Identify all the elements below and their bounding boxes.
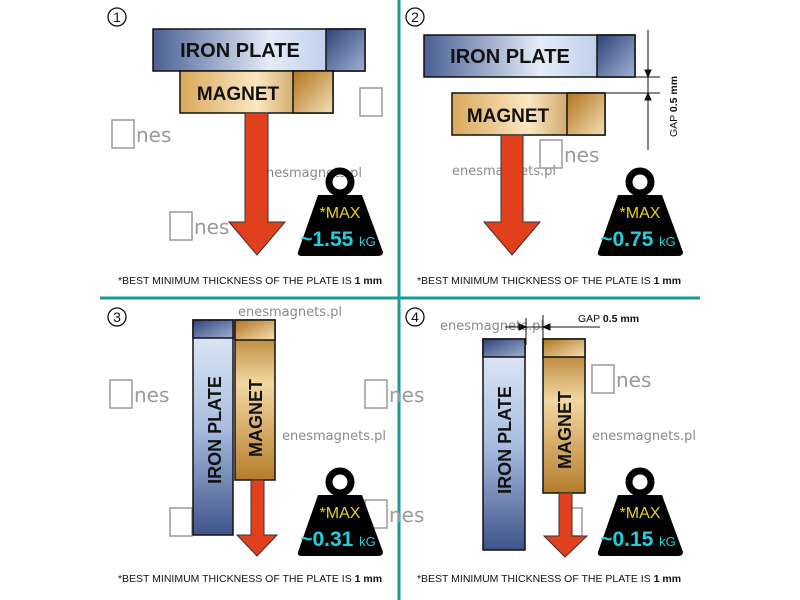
footnote: *BEST MINIMUM THICKNESS OF THE PLATE IS … xyxy=(118,573,382,585)
pull-force-value: ~0.31 kG xyxy=(300,528,376,551)
panel-1: 1 IRON PLATE MAGNET *MAX ~1.55 kG *BEST … xyxy=(107,7,383,287)
weight-icon xyxy=(597,167,683,256)
force-arrow xyxy=(482,134,542,256)
watermark-logo: nes xyxy=(389,503,424,527)
iron-plate: IRON PLATE xyxy=(482,338,526,551)
watermark-site: enesmagnets.pl xyxy=(440,319,544,334)
watermark-logo: nes xyxy=(136,123,171,147)
magnet: MAGNET xyxy=(179,70,334,114)
panel-number: 1 xyxy=(113,9,121,25)
watermark-logo: nes xyxy=(564,143,599,167)
footnote: *BEST MINIMUM THICKNESS OF THE PLATE IS … xyxy=(118,275,382,287)
magnet: MAGNET xyxy=(234,319,276,481)
watermark-logo: nes xyxy=(616,368,651,392)
pull-force-value: ~0.75 kG xyxy=(600,228,676,251)
watermarks: enesmagnets.pl enesmagnets.pl enesmagnet… xyxy=(109,87,696,537)
magnet-label: MAGNET xyxy=(246,379,266,457)
max-label: *MAX xyxy=(320,505,361,522)
magnet: MAGNET xyxy=(451,92,606,136)
panel-2: 2 IRON PLATE MAGNET GAP 0.5 mm *MAX ~0.7… xyxy=(405,7,683,287)
watermark-site: enesmagnets.pl xyxy=(592,429,696,444)
iron-plate-label: IRON PLATE xyxy=(450,46,570,68)
panel-4: 4 IRON PLATE MAGNET GAP 0.5 mm *MAX ~0.1… xyxy=(405,307,683,585)
pull-force-value: ~1.55 kG xyxy=(300,228,376,251)
weight-icon xyxy=(297,167,383,256)
pull-force-value: ~0.15 kG xyxy=(600,528,676,551)
max-label: *MAX xyxy=(320,205,361,222)
magnet-label: MAGNET xyxy=(197,84,280,105)
watermark-site: enesmagnets.pl xyxy=(238,305,342,320)
watermark-logo: nes xyxy=(134,383,169,407)
panel-number: 3 xyxy=(113,309,121,325)
iron-plate: IRON PLATE xyxy=(152,28,366,72)
iron-plate: IRON PLATE xyxy=(423,34,636,78)
iron-plate: IRON PLATE xyxy=(192,319,234,536)
gap-label: GAP 0.5 mm xyxy=(668,76,680,137)
magnet: MAGNET xyxy=(542,338,586,494)
watermark-site: enesmagnets.pl xyxy=(282,429,386,444)
gap-label: GAP 0.5 mm xyxy=(578,313,639,325)
footnote: *BEST MINIMUM THICKNESS OF THE PLATE IS … xyxy=(417,275,681,287)
watermark-logo: nes xyxy=(389,383,424,407)
weight-icon xyxy=(297,467,383,556)
iron-plate-label: IRON PLATE xyxy=(495,386,515,494)
force-arrow xyxy=(542,492,589,558)
force-arrow xyxy=(227,112,287,256)
max-label: *MAX xyxy=(620,505,661,522)
panel-number: 4 xyxy=(411,309,419,325)
max-label: *MAX xyxy=(620,205,661,222)
footnote: *BEST MINIMUM THICKNESS OF THE PLATE IS … xyxy=(417,573,681,585)
gap-dimension xyxy=(606,30,660,150)
gap-dimension xyxy=(505,315,600,345)
panel-3: 3 IRON PLATE MAGNET *MAX ~0.31 kG *BEST … xyxy=(107,307,383,585)
magnet-label: MAGNET xyxy=(555,391,575,469)
magnet-label: MAGNET xyxy=(467,106,550,127)
weight-icon xyxy=(597,467,683,556)
force-arrow xyxy=(235,479,279,557)
iron-plate-label: IRON PLATE xyxy=(205,376,225,484)
iron-plate-label: IRON PLATE xyxy=(180,40,300,62)
panel-number-badge xyxy=(107,7,127,27)
watermark-logo: nes xyxy=(194,215,229,239)
panel-number: 2 xyxy=(411,9,419,25)
